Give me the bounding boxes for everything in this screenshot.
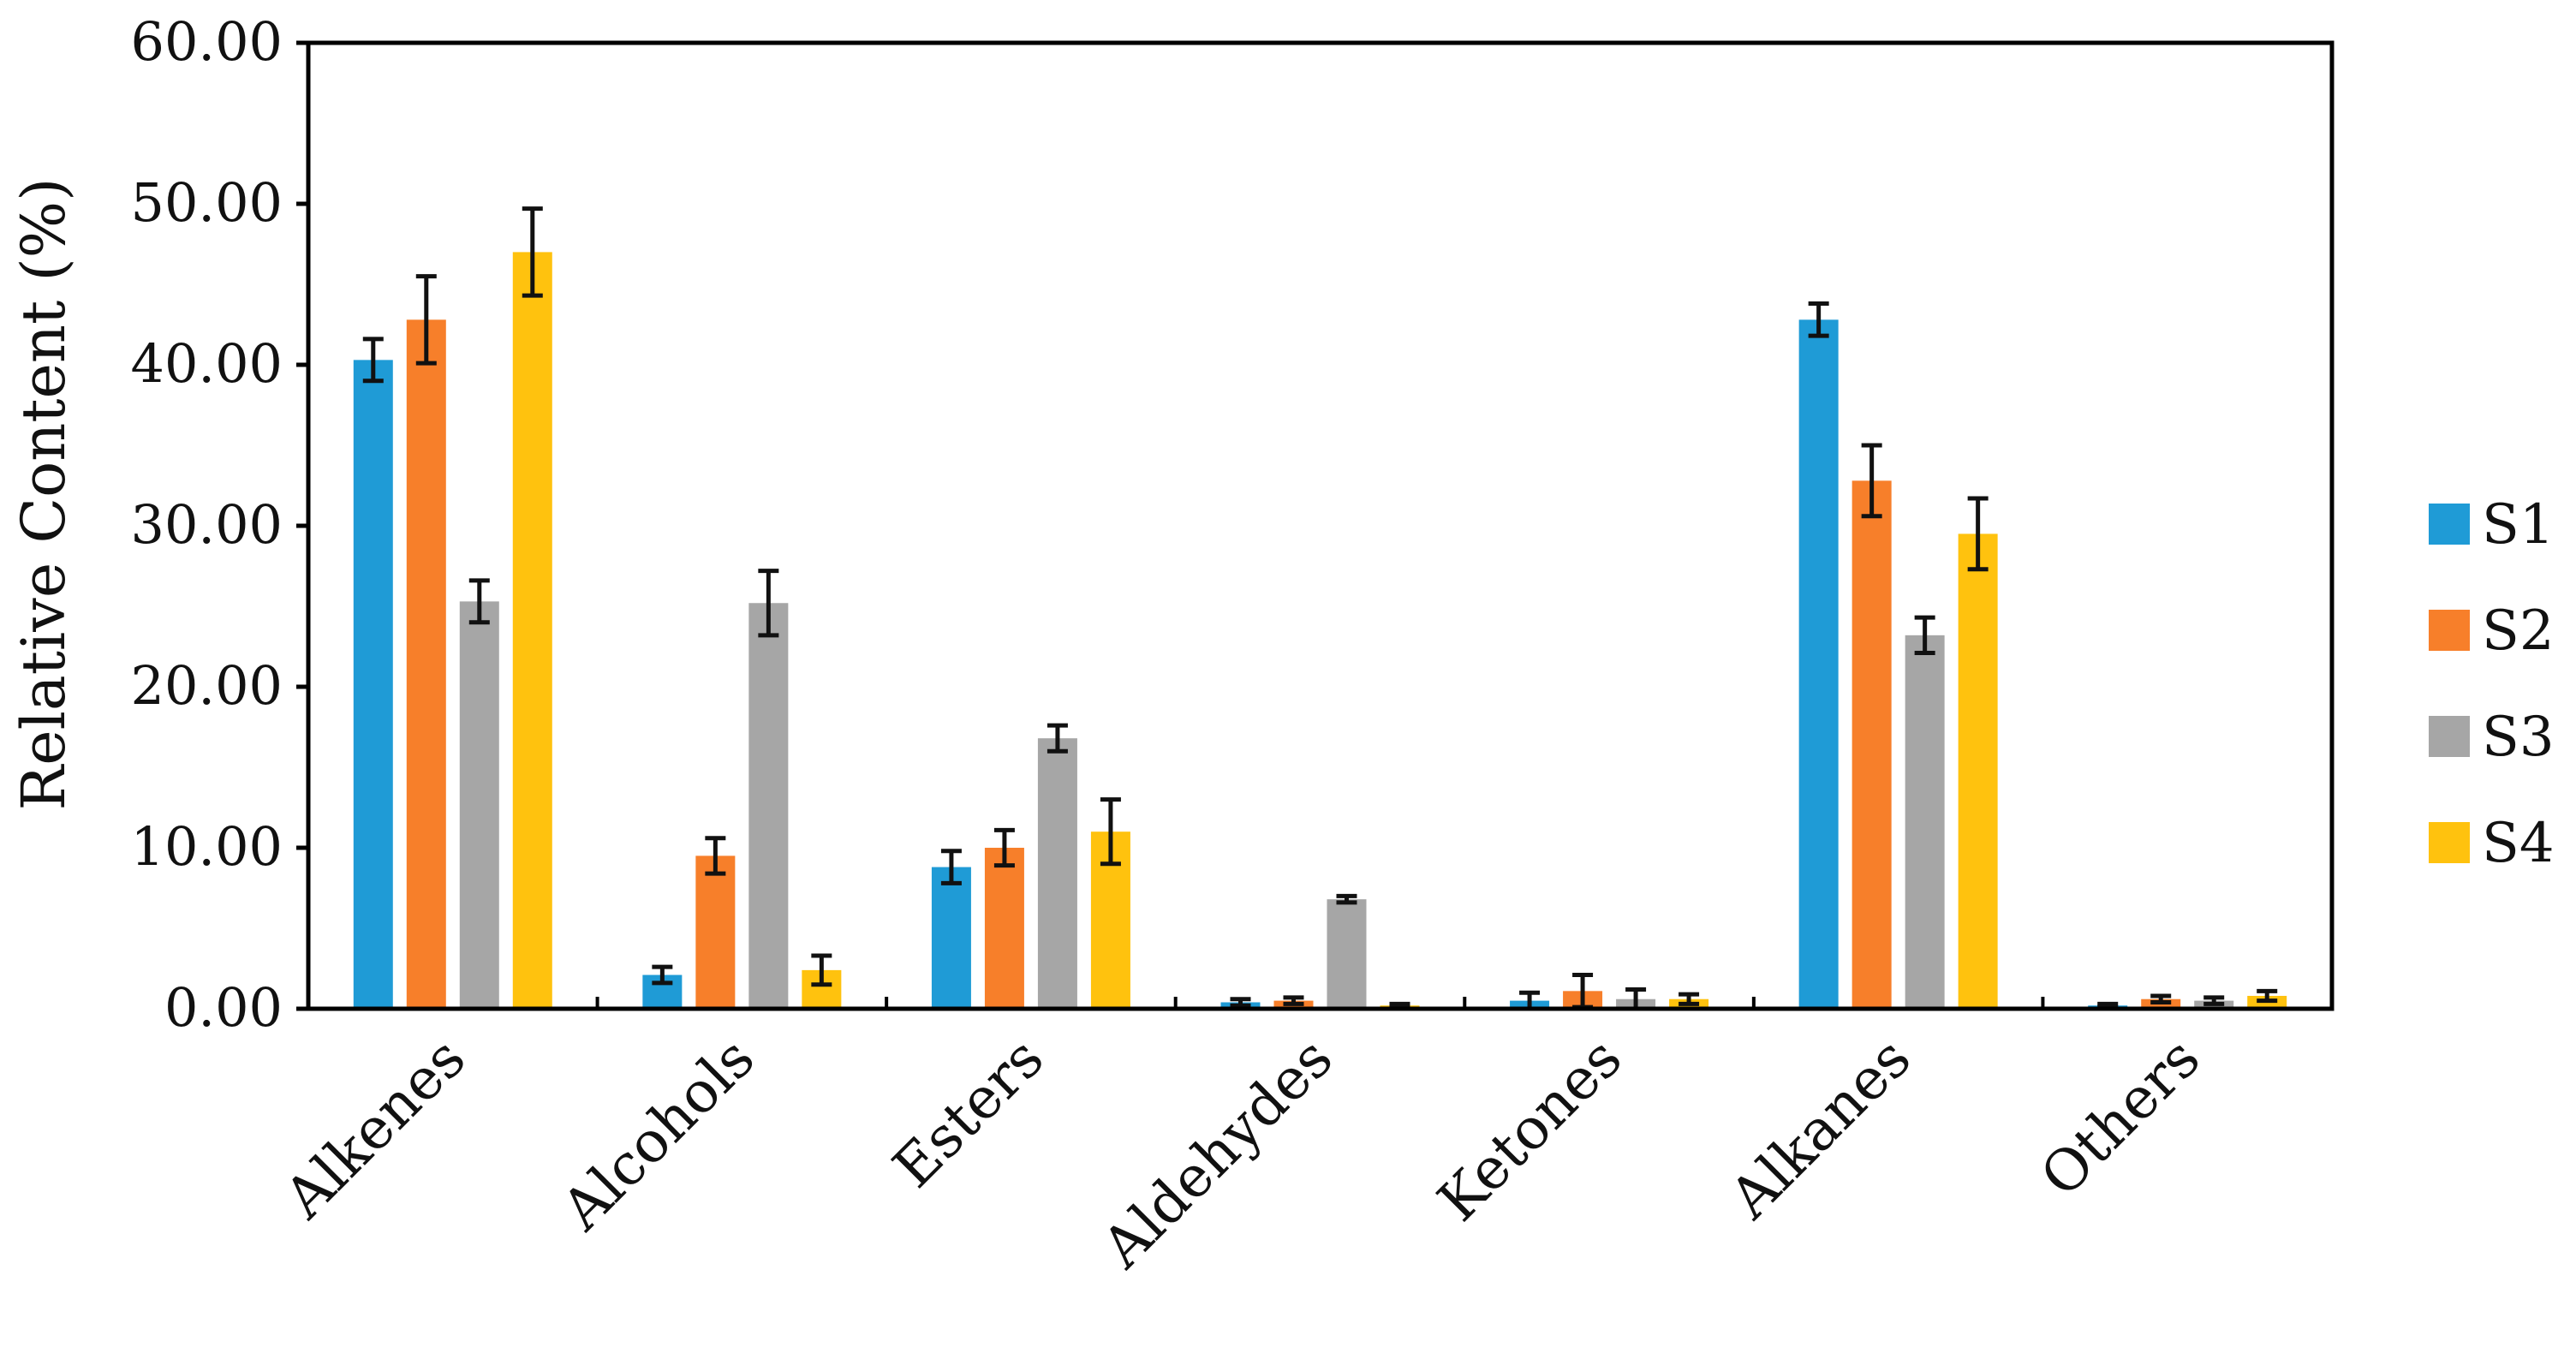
legend-swatch [2429,610,2470,651]
y-tick-label: 10.00 [131,815,283,878]
bar-s1-alkenes [353,360,393,1009]
bar-s4-alkanes [1958,533,1998,1009]
y-tick-label: 0.00 [164,976,283,1039]
bar-s3-alkanes [1905,635,1945,1009]
error-bar-s2-others [2150,993,2172,1004]
bar-s2-esters [984,848,1024,1009]
error-bar-s2-alkenes [415,274,437,366]
legend-label: S3 [2482,706,2555,769]
legend-item-s3: S3 [2429,706,2555,769]
bar-s1-alkanes [1798,319,1839,1009]
x-tick-label: Esters [880,1025,1056,1201]
y-tick-label: 50.00 [131,171,283,234]
x-tick-label: Ketones [1425,1025,1634,1234]
plot-area [353,252,2287,1009]
x-tick-label: Alcohols [549,1025,767,1243]
error-bar-s2-alkanes [1861,443,1882,519]
legend-item-s2: S2 [2429,599,2555,663]
bar-s3-alcohols [748,603,789,1009]
y-tick-label: 20.00 [131,654,283,717]
legend-label: S2 [2482,599,2555,663]
bar-s2-alkenes [406,319,446,1009]
error-bar-s2-esters [993,827,1015,868]
x-tick-label: Aldehydes [1089,1025,1345,1281]
y-tick-label: 60.00 [131,10,283,73]
bar-s4-alkenes [512,252,552,1009]
error-bar-s3-others [2203,995,2225,1006]
error-bar-s4-alkenes [522,206,543,298]
error-bar-s1-esters [940,849,962,885]
bar-s3-alkenes [459,601,499,1009]
bar-s1-esters [931,867,971,1009]
error-bar-s3-alkenes [468,578,490,625]
error-bar-s4-ketones [1679,992,1700,1006]
error-bar-s3-aldehydes [1336,893,1357,905]
legend-item-s1: S1 [2429,493,2555,557]
x-tick-label: Others [2028,1025,2212,1209]
legend-swatch [2429,716,2470,757]
bar-s2-alkanes [1852,480,1892,1009]
error-bar-s3-alcohols [758,569,779,638]
error-bar-s1-aldehydes [1230,997,1251,1008]
y-tick-label: 30.00 [131,493,283,556]
error-bar-s1-alkenes [362,337,384,384]
error-bar-s1-alkanes [1808,301,1829,338]
error-bar-s2-alcohols [705,836,726,876]
bar-s3-esters [1037,738,1077,1009]
error-bar-s3-esters [1046,723,1068,754]
bar-s2-alcohols [695,855,736,1009]
legend-swatch [2429,504,2470,545]
error-bar-s4-others [2257,988,2278,1004]
plot-frame [306,40,2334,1011]
legend: S1 S2 S3 S4 [2429,493,2555,875]
y-tick-label: 40.00 [131,332,283,395]
x-tick-label: Alkenes [271,1025,478,1231]
error-bars [362,206,2278,1011]
error-bar-s1-alcohols [652,964,673,986]
legend-item-s4: S4 [2429,812,2555,875]
legend-label: S4 [2482,812,2555,875]
legend-label: S1 [2482,493,2555,557]
error-bar-s3-alkanes [1914,615,1935,656]
legend-swatch [2429,822,2470,863]
error-bar-s4-alcohols [811,953,832,987]
bar-s3-aldehydes [1327,899,1367,1009]
y-axis-label: Relative Content (%) [9,178,79,811]
x-tick-label: Alkanes [1716,1025,1923,1232]
error-bar-s2-aldehydes [1283,995,1304,1006]
error-bar-s4-esters [1100,797,1121,867]
error-bar-s4-alkanes [1967,496,1989,572]
